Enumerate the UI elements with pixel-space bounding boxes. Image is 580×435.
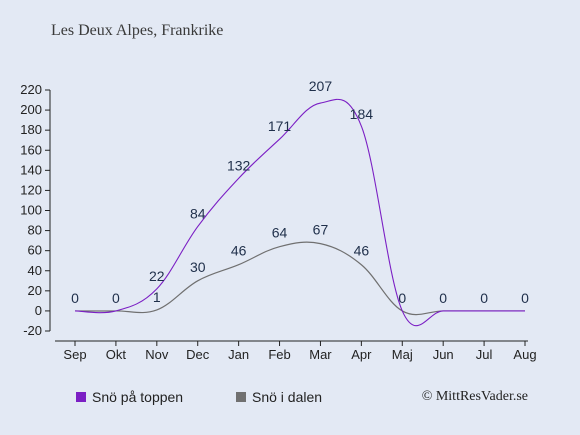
series-line-top — [74, 98, 525, 327]
data-label-top: 132 — [227, 157, 251, 173]
legend-label-valley: Snö i dalen — [252, 389, 323, 405]
data-label-top: 0 — [112, 290, 120, 306]
data-label-top: 22 — [149, 268, 165, 284]
y-tick-label: 60 — [28, 243, 42, 258]
data-labels: 0 0 22 84 132 171 207 184 0 0 0 0 1 30 46 64 67 46 — [71, 78, 529, 306]
y-tick-label: -20 — [23, 323, 42, 338]
y-tick-label: 0 — [35, 303, 42, 318]
data-label-valley: 46 — [231, 243, 247, 259]
x-tick-label: Feb — [268, 347, 290, 362]
legend-swatch-top — [76, 392, 86, 402]
x-tick-label: Jan — [228, 347, 249, 362]
data-label-top: 0 — [71, 290, 79, 306]
data-label-top: 0 — [439, 290, 447, 306]
legend-item-valley: Snö i dalen — [236, 389, 322, 405]
legend-item-top: Snö på toppen — [76, 389, 183, 405]
y-tick-label: 80 — [28, 223, 42, 238]
x-tick-label: Jul — [476, 347, 493, 362]
chart-title: Les Deux Alpes, Frankrike — [51, 22, 224, 39]
data-label-valley: 30 — [190, 259, 206, 275]
data-label-valley: 1 — [153, 289, 161, 305]
copyright: © MittResVader.se — [421, 389, 528, 404]
y-tick-label: 100 — [20, 203, 42, 218]
x-tick-label: Aug — [513, 347, 536, 362]
y-tick-label: 220 — [20, 82, 42, 97]
data-label-valley: 46 — [354, 243, 370, 259]
y-tick-label: 40 — [28, 263, 42, 278]
data-label-top: 84 — [190, 206, 206, 222]
data-label-top: 184 — [350, 106, 374, 122]
data-label-top: 0 — [480, 290, 488, 306]
legend-swatch-valley — [236, 392, 246, 402]
x-tick-label: Nov — [145, 347, 169, 362]
x-tick-label: Jun — [433, 347, 454, 362]
data-label-top: 207 — [309, 78, 333, 94]
x-tick-label: Okt — [106, 347, 127, 362]
y-tick-label: 200 — [20, 102, 42, 117]
x-tick-label: Mar — [309, 347, 332, 362]
y-tick-label: 180 — [20, 122, 42, 137]
x-tick-label: Apr — [351, 347, 372, 362]
series-line-valley — [74, 241, 525, 316]
y-tick-label: 160 — [20, 142, 42, 157]
series-lines — [74, 98, 525, 327]
y-tick-label: 140 — [20, 162, 42, 177]
x-tick-label: Sep — [63, 347, 86, 362]
data-label-valley: 64 — [272, 225, 288, 241]
data-label-top: 0 — [398, 290, 406, 306]
data-label-valley: 67 — [313, 222, 329, 238]
legend-label-top: Snö på toppen — [92, 389, 184, 405]
data-label-top: 171 — [268, 118, 292, 134]
x-tick-label: Maj — [392, 347, 413, 362]
y-tick-label: 120 — [20, 182, 42, 197]
y-tick-label: 20 — [28, 283, 42, 298]
x-tick-label: Dec — [186, 347, 210, 362]
data-label-top: 0 — [521, 290, 529, 306]
